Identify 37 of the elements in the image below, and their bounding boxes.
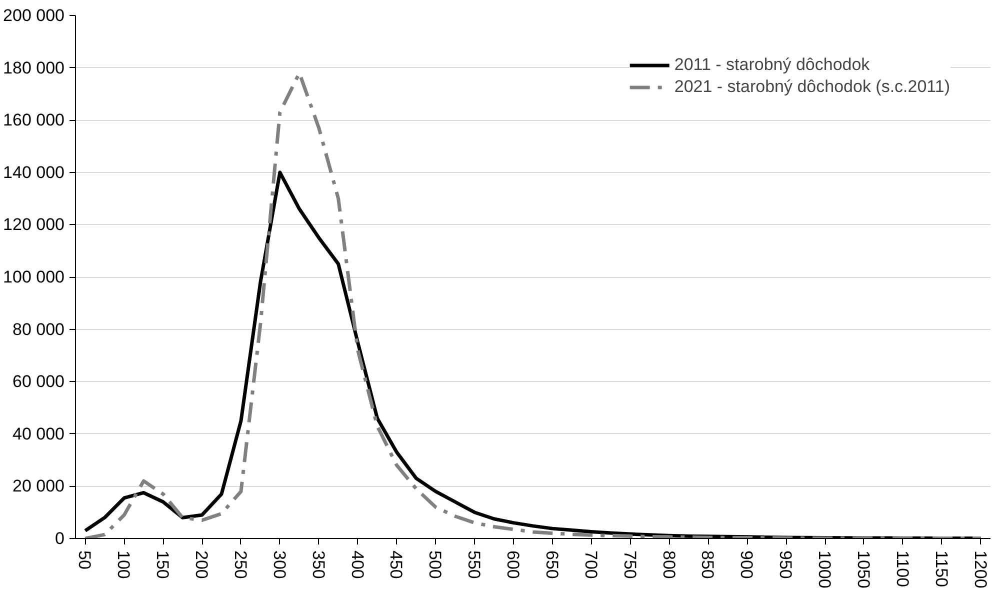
x-tick-label: 800	[659, 550, 678, 579]
legend-label: 2021 - starobný dôchodok (s.c.2011)	[674, 77, 950, 97]
x-tick-label: 650	[542, 550, 562, 579]
x-tick-label: 1050	[854, 550, 873, 588]
legend-label: 2011 - starobný dôchodok	[674, 55, 870, 75]
x-tick-label: 400	[348, 550, 367, 579]
x-tick-label: 550	[464, 550, 484, 579]
x-tick-label: 450	[386, 550, 406, 579]
x-tick-label: 100	[114, 550, 134, 579]
x-tick-label: 600	[504, 550, 523, 579]
y-tick-label: 160 000	[3, 110, 64, 130]
x-tick-label: 150	[153, 550, 172, 579]
x-tick-label: 350	[308, 550, 328, 579]
y-tick-label: 0	[55, 529, 65, 548]
x-tick-label: 1000	[815, 550, 834, 588]
y-tick-label: 180 000	[3, 58, 64, 78]
x-tick-label: 900	[737, 550, 756, 579]
y-tick-label: 100 000	[3, 268, 64, 286]
x-tick-label: 750	[620, 550, 640, 579]
y-tick-label: 80 000	[12, 320, 65, 339]
x-tick-label: 200	[192, 550, 212, 579]
x-tick-label: 850	[698, 550, 718, 579]
x-tick-label: 250	[230, 550, 250, 579]
x-tick-label: 1150	[932, 550, 951, 588]
y-tick-label: 120 000	[3, 215, 64, 234]
y-tick-label: 40 000	[12, 424, 65, 444]
x-tick-label: 500	[426, 550, 445, 579]
y-tick-label: 140 000	[3, 162, 64, 182]
x-tick-label: 1100	[892, 550, 912, 588]
x-tick-label: 300	[270, 550, 289, 579]
y-tick-label: 20 000	[12, 476, 65, 496]
x-tick-label: 1200	[970, 550, 990, 588]
y-tick-label: 60 000	[12, 372, 65, 392]
x-tick-label: 950	[776, 550, 796, 579]
x-tick-label: 50	[75, 550, 94, 570]
y-tick-label: 200 000	[3, 6, 64, 25]
x-tick-label: 700	[581, 550, 600, 579]
